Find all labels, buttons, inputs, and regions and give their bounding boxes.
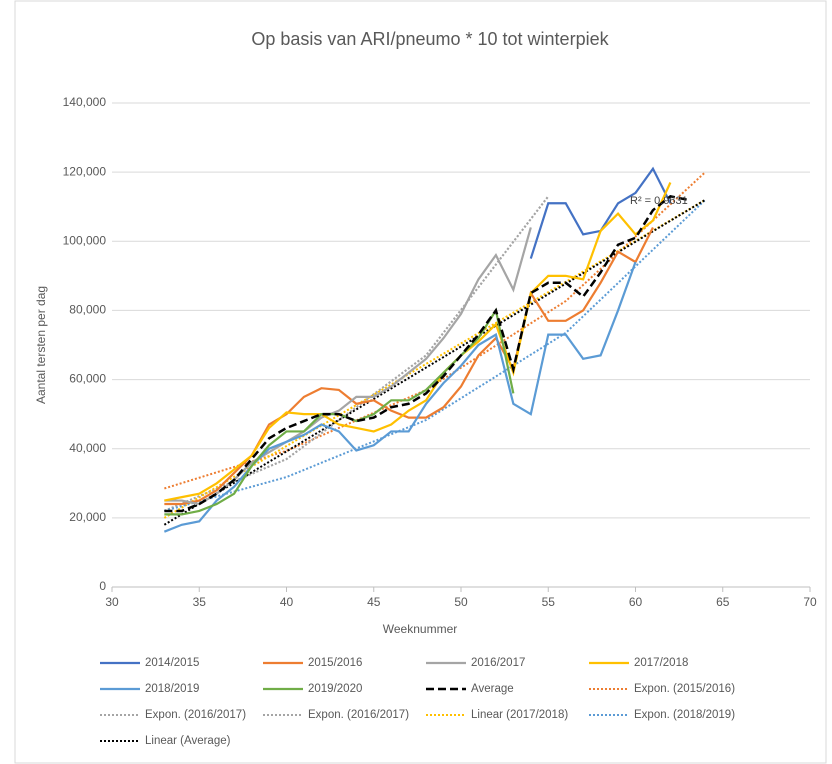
series-line bbox=[163, 198, 706, 526]
series-line bbox=[164, 182, 672, 502]
x-axis-label: Weeknummer bbox=[383, 622, 457, 636]
x-tick-label: 35 bbox=[193, 595, 207, 609]
series-line bbox=[163, 198, 706, 519]
legend-label: Expon. (2018/2019) bbox=[634, 709, 735, 721]
legend-label: 2016/2017 bbox=[471, 657, 525, 669]
y-tick-label: 140,000 bbox=[63, 95, 107, 109]
y-tick-label: 120,000 bbox=[63, 164, 107, 178]
x-tick-label: 50 bbox=[454, 595, 468, 609]
legend-label: Linear (Average) bbox=[145, 735, 231, 747]
x-tick-label: 30 bbox=[105, 595, 119, 609]
legend-label: 2015/2016 bbox=[308, 657, 362, 669]
legend-label: 2019/2020 bbox=[308, 683, 362, 695]
y-tick-label: 0 bbox=[99, 579, 106, 593]
x-tick-label: 40 bbox=[280, 595, 294, 609]
chart-title: Op basis van ARI/pneumo * 10 tot winterp… bbox=[251, 29, 609, 49]
legend-label: 2018/2019 bbox=[145, 683, 199, 695]
y-axis-label: Aantal tersten per dag bbox=[34, 286, 48, 404]
legend-label: Average bbox=[471, 683, 514, 695]
x-tick-label: 55 bbox=[542, 595, 556, 609]
legend-label: Expon. (2016/2017) bbox=[308, 709, 409, 721]
x-tick-label: 45 bbox=[367, 595, 381, 609]
x-tick-label: 65 bbox=[716, 595, 730, 609]
chart-frame bbox=[14, 0, 827, 764]
legend-label: 2017/2018 bbox=[634, 657, 688, 669]
series-line bbox=[164, 199, 706, 512]
legend-label: Expon. (2015/2016) bbox=[634, 683, 735, 695]
annotation: R² = 0.9631 bbox=[630, 195, 688, 207]
series-line bbox=[164, 195, 689, 513]
legend-label: Expon. (2016/2017) bbox=[145, 709, 246, 721]
legend-label: Linear (2017/2018) bbox=[471, 709, 568, 721]
legend-label: 2014/2015 bbox=[145, 657, 199, 669]
y-tick-label: 100,000 bbox=[63, 233, 107, 247]
x-tick-label: 70 bbox=[803, 595, 817, 609]
y-tick-label: 20,000 bbox=[69, 510, 106, 524]
series-line bbox=[163, 261, 637, 533]
y-tick-label: 60,000 bbox=[69, 372, 106, 386]
x-tick-label: 60 bbox=[629, 595, 643, 609]
y-tick-label: 40,000 bbox=[69, 441, 106, 455]
y-tick-label: 80,000 bbox=[69, 303, 106, 317]
